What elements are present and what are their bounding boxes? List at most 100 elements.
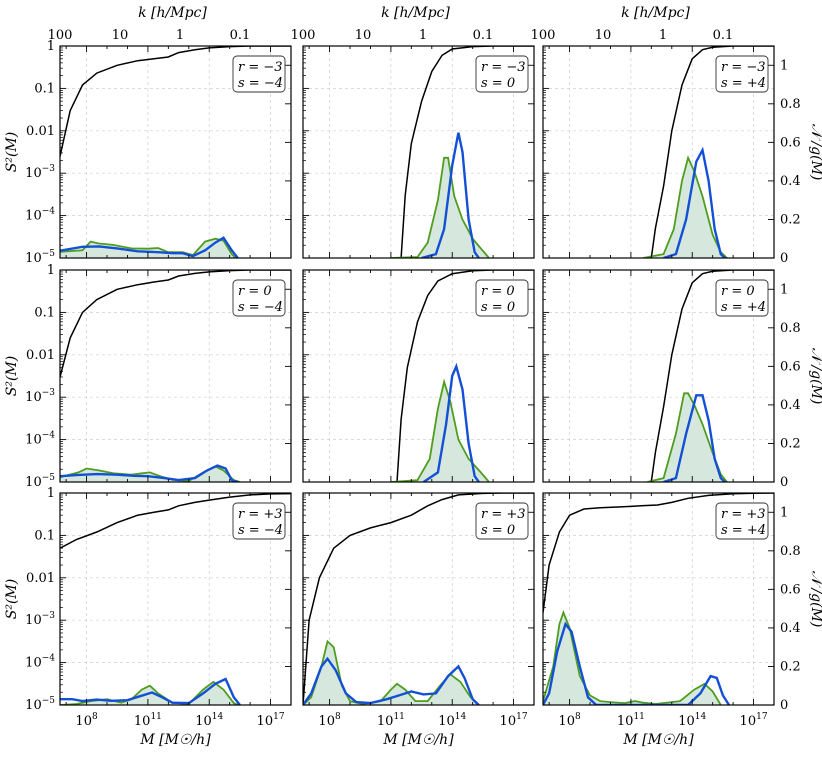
x-bottom-tick-label: 1014: [678, 712, 706, 729]
y-right-tick-label: 0: [780, 251, 788, 266]
top-k-axis-label: k [h/Mpc]: [621, 5, 690, 21]
y-right-tick-label: 1: [780, 282, 788, 297]
x-bottom-tick-label: 1011: [134, 712, 162, 729]
panel-frame: [59, 45, 292, 259]
panel-9: 0 0.2 0.4 0.6 0.8 1 𝒩 /g(M) 108 1011 1014 1017 M [M…: [542, 492, 822, 748]
top-k-tick-label: 100: [531, 28, 556, 43]
y-left-tick-label: 0.01: [26, 348, 55, 363]
param-s-label: s = +4: [721, 76, 766, 91]
y-right-tick-label: 0.6: [780, 582, 801, 597]
y-right-axis-label: 𝒩 /g(M): [808, 124, 822, 181]
param-box: [232, 55, 286, 93]
y-left-axis-label: S²(M): [4, 132, 20, 172]
blue-distribution-line: [303, 656, 480, 705]
top-k-tick-label: 10: [355, 28, 372, 43]
top-k-tick-label: 0.1: [473, 28, 494, 43]
panel-frame: [302, 269, 535, 483]
blue-distribution-line: [422, 362, 480, 482]
y-left-tick-label: 1: [47, 263, 55, 278]
y-left-axis-label: S²(M): [4, 356, 20, 396]
y-right-tick-label: 0.2: [780, 436, 801, 451]
y-right-tick-label: 0: [780, 698, 788, 713]
param-r-label: r = −3: [238, 60, 283, 75]
green-distribution-line: [390, 156, 490, 258]
panel-curves: [60, 493, 291, 705]
blue-distribution-line: [421, 132, 480, 258]
green-distribution-fill: [390, 157, 489, 258]
param-box: [232, 279, 286, 317]
y-right-tick-label: 0: [780, 475, 788, 490]
panel-frame: [59, 269, 292, 483]
top-k-tick-label: 1: [659, 28, 667, 43]
y-left-tick-label: 0.1: [34, 81, 55, 96]
blue-distribution-line: [60, 677, 241, 705]
x-bottom-tick-label: 108: [318, 712, 341, 729]
y-left-tick-label: 10−4: [25, 207, 55, 224]
top-k-tick-label: 100: [291, 28, 316, 43]
panel-frame: [542, 492, 775, 706]
x-bottom-tick-label: 108: [75, 712, 98, 729]
y-left-tick-label: 1: [47, 39, 55, 54]
s2-curve: [543, 493, 774, 613]
param-s-label: s = 0: [481, 300, 515, 315]
param-s-label: s = −4: [238, 523, 283, 538]
param-box: [475, 279, 529, 317]
s2-curve: [60, 270, 291, 378]
param-r-label: r = +3: [238, 507, 283, 522]
green-distribution-line: [543, 609, 722, 705]
s2-curve: [303, 493, 534, 705]
param-s-label: s = −4: [238, 76, 283, 91]
param-r-label: r = −3: [721, 60, 766, 75]
param-r-label: r = 0: [481, 284, 515, 299]
s2-curve: [650, 46, 774, 258]
y-right-tick-label: 0.4: [780, 174, 801, 189]
y-right-tick-label: 0.2: [780, 659, 801, 674]
panel-frame: [542, 45, 775, 259]
top-k-tick-label: 1: [176, 28, 184, 43]
green-distribution-line: [643, 155, 728, 258]
panel-frame: [59, 492, 292, 706]
y-left-tick-label: 10−3: [25, 388, 55, 405]
green-distribution-line: [390, 378, 490, 482]
y-right-axis-label: 𝒩 /g(M): [808, 571, 822, 628]
panel-4: 1 0.1 0.01 10−3 10−4 10−5 S²(M) r = 0s = −4: [4, 263, 292, 490]
y-right-tick-label: 1: [780, 505, 788, 520]
s2-curve: [60, 46, 291, 157]
top-k-axis-label: k [h/Mpc]: [381, 5, 450, 21]
x-bottom-tick-label: 1011: [377, 712, 405, 729]
green-distribution-fill: [60, 238, 236, 258]
blue-distribution-line: [663, 394, 726, 482]
param-s-label: s = −4: [238, 300, 283, 315]
y-left-tick-label: 10−3: [25, 611, 55, 628]
y-right-tick-label: 0.6: [780, 135, 801, 150]
panel-curves: [543, 493, 774, 705]
x-bottom-tick-label: 1017: [740, 712, 768, 729]
s2-curve: [650, 270, 774, 482]
top-k-tick-label: 1: [419, 28, 427, 43]
y-left-tick-label: 0.1: [34, 528, 55, 543]
param-s-label: s = 0: [481, 523, 515, 538]
panel-5: r = 0s = 0: [302, 269, 535, 483]
y-right-tick-label: 1: [780, 58, 788, 73]
top-k-tick-label: 0.1: [230, 28, 251, 43]
top-k-tick-label: 100: [48, 28, 73, 43]
top-k-tick-label: 10: [595, 28, 612, 43]
panel-frame: [302, 45, 535, 259]
panel-curves: [60, 270, 291, 482]
panel-7: 1 0.1 0.01 10−3 10−4 10−5 S²(M) 108 1011 1014 1017…: [4, 486, 292, 748]
param-box: [232, 502, 286, 540]
s2-curve: [60, 493, 291, 549]
panel-6: 0 0.2 0.4 0.6 0.8 1 𝒩 /g(M) r = 0s = +4: [542, 269, 822, 490]
param-box: [715, 279, 769, 317]
y-right-tick-label: 0.8: [780, 321, 801, 336]
y-left-tick-label: 10−4: [25, 431, 55, 448]
x-bottom-tick-label: 1017: [500, 712, 528, 729]
param-s-label: s = 0: [481, 76, 515, 91]
y-left-tick-label: 0.01: [26, 124, 55, 139]
x-bottom-tick-label: 1014: [438, 712, 466, 729]
y-right-tick-label: 0.2: [780, 212, 801, 227]
param-r-label: r = −3: [481, 60, 526, 75]
top-k-tick-label: 10: [112, 28, 129, 43]
